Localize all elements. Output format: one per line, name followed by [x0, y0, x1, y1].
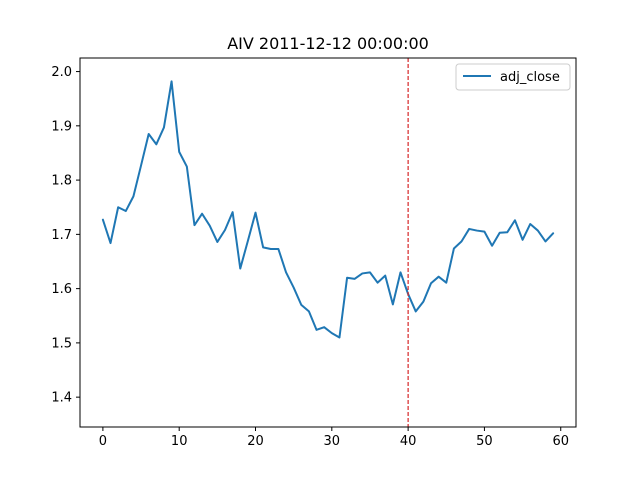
x-tick-label: 30 — [324, 434, 341, 449]
y-tick-label: 1.5 — [51, 336, 72, 351]
legend-label-adj-close: adj_close — [500, 70, 560, 85]
y-tick-label: 1.7 — [51, 228, 72, 243]
y-tick-label: 1.4 — [51, 391, 72, 406]
axes-frame — [79, 57, 577, 428]
x-tick-label: 50 — [476, 434, 493, 449]
y-tick-label: 2.0 — [51, 65, 72, 80]
x-tick-label: 10 — [171, 434, 188, 449]
plot-area — [101, 58, 555, 427]
series-line-adj-close — [101, 80, 555, 339]
legend-box — [455, 63, 571, 91]
y-tick-label: 1.6 — [51, 282, 72, 297]
x-tick-label: 20 — [247, 434, 264, 449]
y-tick-label: 1.8 — [51, 174, 72, 189]
chart-title: AIV 2011-12-12 00:00:00 — [227, 34, 429, 53]
x-tick-label: 60 — [552, 434, 569, 449]
axes: 0 10 20 30 40 50 60 1.4 1.5 1.6 1.7 1.8 1.9 2.0 — [51, 57, 577, 449]
x-tick-label: 40 — [400, 434, 417, 449]
x-tick-label: 0 — [99, 434, 107, 449]
y-tick-label: 1.9 — [51, 119, 72, 134]
legend: adj_close — [455, 63, 571, 91]
